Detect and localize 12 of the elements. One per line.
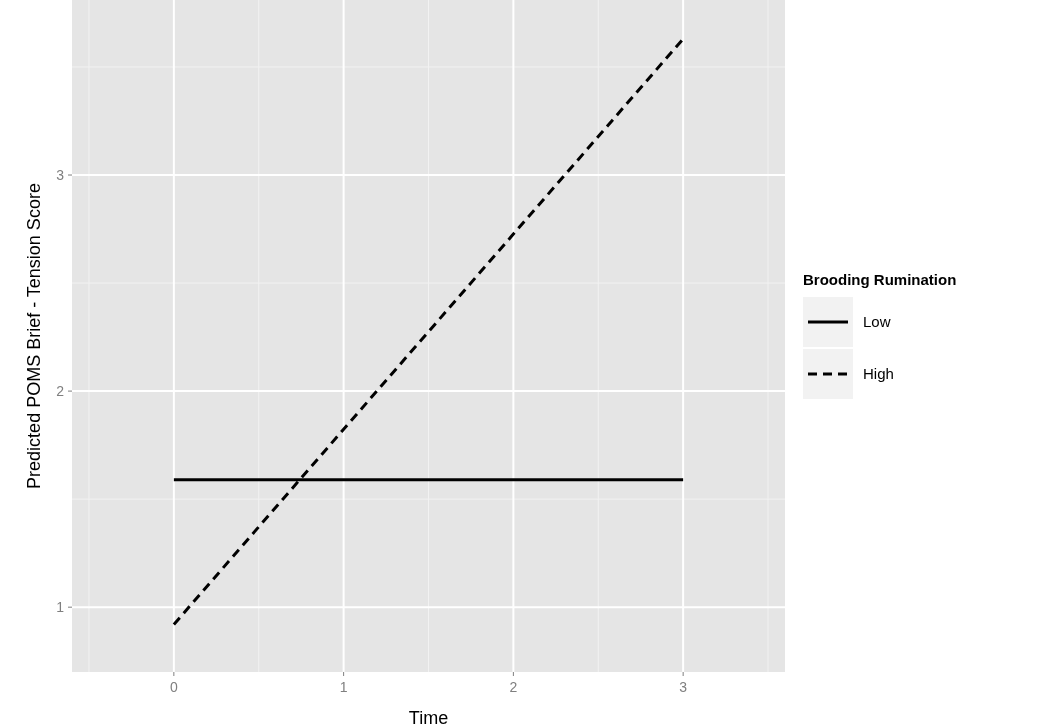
y-tick-label: 3 (56, 167, 65, 184)
y-tick-label: 1 (56, 599, 65, 616)
y-tick-label: 2 (56, 383, 65, 400)
x-tick-label: 1 (339, 679, 348, 695)
x-tick-label: 2 (509, 679, 518, 695)
x-axis-title: Time (408, 708, 449, 728)
legend-label: High (863, 365, 894, 382)
y-axis-title: Predicted POMS Brief - Tension Score (24, 183, 44, 489)
x-tick-label: 3 (679, 679, 688, 695)
x-tick-label: 0 (169, 679, 178, 695)
legend-label: Low (863, 313, 891, 330)
legend-title: Brooding Rumination (803, 271, 957, 288)
